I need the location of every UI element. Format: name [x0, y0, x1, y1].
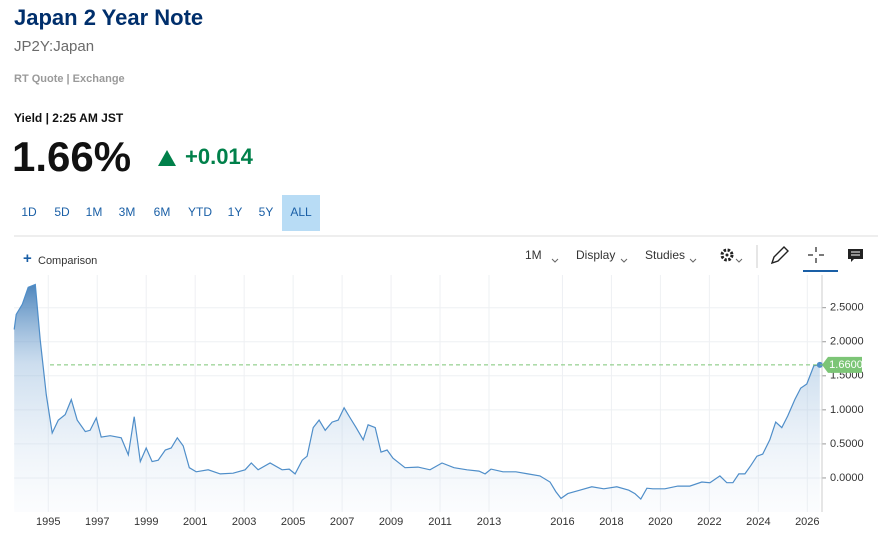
x-tick-label: 2016: [550, 516, 574, 528]
range-buttons: 1D 5D 1M 3M 6M YTD 1Y 5Y ALL: [21, 195, 320, 231]
symbol: JP2Y:Japan: [14, 38, 94, 55]
last-point: [816, 361, 823, 368]
y-tick-label: 2.5000: [830, 302, 864, 314]
selected-range-bg: [282, 195, 320, 231]
interval-button[interactable]: 1M: [525, 248, 542, 262]
range-button[interactable]: ALL: [290, 205, 312, 219]
source: RT Quote | Exchange: [14, 73, 125, 85]
range-button[interactable]: 1M: [86, 205, 103, 219]
current-label: 1.6600: [829, 359, 863, 371]
x-tick-label: 2003: [232, 516, 256, 528]
chevron: [689, 258, 697, 263]
range-button[interactable]: 6M: [154, 205, 171, 219]
x-tick-label: 2011: [428, 516, 452, 528]
chevron: [620, 258, 628, 263]
y-tick-label: 2.0000: [830, 336, 864, 348]
range-button[interactable]: 1D: [21, 205, 37, 219]
range-button[interactable]: 5Y: [259, 205, 274, 219]
x-tick-label: 2020: [648, 516, 672, 528]
quote-time: Yield | 2:25 AM JST: [14, 111, 124, 125]
x-tick-label: 2001: [183, 516, 207, 528]
price-line: [13, 283, 820, 501]
x-tick-label: 2005: [281, 516, 305, 528]
crosshair-button[interactable]: [808, 247, 824, 263]
x-tick-label: 1999: [134, 516, 158, 528]
x-tick-label: 1997: [85, 516, 109, 528]
comparison-button[interactable]: Comparison: [38, 255, 97, 267]
comment-button[interactable]: [848, 249, 863, 262]
plus-icon[interactable]: +: [23, 250, 32, 267]
display-button[interactable]: Display: [576, 248, 615, 262]
x-tick-label: 1995: [36, 516, 60, 528]
chart: 1995 1997 1999 2001 2003 2005 2007 2009 2011 2013…: [13, 275, 864, 528]
y-tick-label: 0.0000: [830, 472, 864, 484]
x-tick-label: 2024: [746, 516, 770, 528]
y-tick-label: 0.5000: [830, 438, 864, 450]
x-tick-label: 2026: [795, 516, 819, 528]
x-tick-label: 2009: [379, 516, 403, 528]
x-tick-label: 2018: [599, 516, 623, 528]
range-button[interactable]: 1Y: [228, 205, 243, 219]
last-price: 1.66%: [12, 133, 131, 180]
draw-button[interactable]: [770, 246, 789, 265]
price-change: +0.014: [185, 144, 254, 169]
x-tick-label: 2007: [330, 516, 354, 528]
y-tick-label: 1.0000: [830, 404, 864, 416]
chevron: [551, 258, 559, 263]
range-button[interactable]: 3M: [119, 205, 136, 219]
range-button[interactable]: 5D: [54, 205, 70, 219]
studies-button[interactable]: Studies: [645, 248, 685, 262]
title: Japan 2 Year Note: [14, 5, 203, 30]
up-arrow: [158, 150, 176, 166]
range-button[interactable]: YTD: [188, 205, 212, 219]
x-tick-label: 2013: [477, 516, 501, 528]
x-tick-label: 2022: [697, 516, 721, 528]
current-tag: [822, 356, 862, 373]
area-fill: [14, 284, 820, 512]
settings-button[interactable]: [720, 248, 743, 263]
